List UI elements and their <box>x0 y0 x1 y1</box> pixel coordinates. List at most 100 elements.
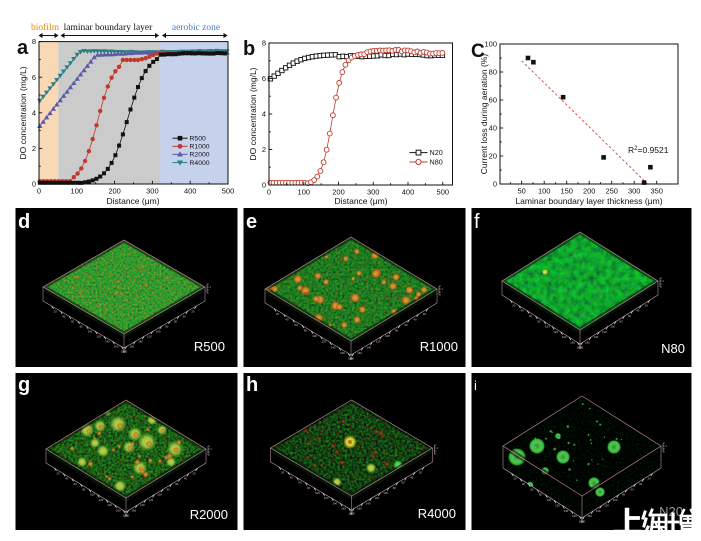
svg-text:80: 80 <box>304 329 308 333</box>
svg-text:180: 180 <box>350 512 355 516</box>
svg-text:400: 400 <box>184 187 197 196</box>
svg-text:R500: R500 <box>194 339 225 354</box>
svg-text:N80: N80 <box>430 157 443 166</box>
svg-text:C: C <box>471 41 485 62</box>
svg-text:N80: N80 <box>661 341 685 356</box>
svg-text:250: 250 <box>605 187 618 196</box>
svg-text:Current loss during aeration (: Current loss during aeration (%) <box>479 54 489 175</box>
svg-text:20: 20 <box>423 312 427 316</box>
svg-text:aerobic zone: aerobic zone <box>172 23 220 33</box>
svg-text:160: 160 <box>114 345 119 349</box>
svg-text:140: 140 <box>105 340 110 344</box>
svg-text:40: 40 <box>489 124 497 133</box>
svg-text:40: 40 <box>639 482 643 486</box>
svg-text:40: 40 <box>414 317 418 321</box>
svg-text:40: 40 <box>522 482 526 486</box>
svg-text:z: z <box>211 447 213 451</box>
svg-text:4: 4 <box>262 110 266 119</box>
svg-text:100: 100 <box>156 330 161 334</box>
svg-text:500: 500 <box>222 187 235 196</box>
svg-text:40: 40 <box>62 314 66 318</box>
svg-text:80: 80 <box>393 486 397 490</box>
svg-text:80: 80 <box>167 487 171 491</box>
svg-text:120: 120 <box>324 496 329 500</box>
svg-text:6: 6 <box>32 73 36 82</box>
svg-text:20: 20 <box>419 470 423 474</box>
svg-text:160: 160 <box>130 345 135 349</box>
svg-text:140: 140 <box>107 503 112 507</box>
svg-text:60: 60 <box>298 481 302 485</box>
svg-text:140: 140 <box>331 345 336 349</box>
svg-text:Laminar boundary layer thickne: Laminar boundary layer thickness (μm) <box>515 196 662 206</box>
svg-text:180: 180 <box>348 512 353 516</box>
svg-text:180: 180 <box>123 514 128 518</box>
svg-text:100: 100 <box>312 334 317 338</box>
svg-text:80: 80 <box>620 319 624 323</box>
svg-text:Distance (μm): Distance (μm) <box>106 196 159 206</box>
svg-text:Distance (μm): Distance (μm) <box>334 196 387 206</box>
svg-text:6: 6 <box>262 74 266 83</box>
svg-text:160: 160 <box>357 351 362 355</box>
svg-text:300: 300 <box>628 187 641 196</box>
svg-text:8: 8 <box>32 37 36 46</box>
svg-text:140: 140 <box>562 335 567 339</box>
svg-text:20: 20 <box>56 472 60 476</box>
svg-text:120: 120 <box>147 335 152 339</box>
svg-text:40: 40 <box>521 309 525 313</box>
svg-text:100: 100 <box>385 334 390 338</box>
svg-text:80: 80 <box>537 319 541 323</box>
svg-text:40: 40 <box>285 317 289 321</box>
svg-text:100: 100 <box>547 498 552 502</box>
svg-text:0: 0 <box>32 180 36 189</box>
svg-text:60: 60 <box>404 323 408 327</box>
svg-text:80: 80 <box>307 486 311 490</box>
svg-text:0: 0 <box>37 187 41 196</box>
svg-text:100: 100 <box>484 40 497 49</box>
svg-text:180: 180 <box>577 346 582 350</box>
svg-text:160: 160 <box>341 507 346 511</box>
svg-text:300: 300 <box>367 188 380 197</box>
svg-text:R2000: R2000 <box>190 507 228 522</box>
svg-text:120: 120 <box>553 330 558 334</box>
svg-text:60: 60 <box>530 487 534 491</box>
svg-text:300: 300 <box>146 187 159 196</box>
svg-text:80: 80 <box>80 324 84 328</box>
svg-text:20: 20 <box>54 309 58 313</box>
svg-text:350: 350 <box>650 187 663 196</box>
svg-text:80: 80 <box>622 493 626 497</box>
svg-text:100: 100 <box>613 498 618 502</box>
svg-text:40: 40 <box>183 314 187 318</box>
svg-text:z: z <box>663 279 665 283</box>
svg-text:180: 180 <box>579 520 584 524</box>
svg-text:180: 180 <box>122 350 127 354</box>
svg-text:laminar boundary layer: laminar boundary layer <box>64 23 153 33</box>
svg-text:60: 60 <box>529 314 533 318</box>
svg-text:40: 40 <box>636 309 640 313</box>
svg-text:100: 100 <box>610 325 615 329</box>
svg-text:100: 100 <box>298 188 311 197</box>
svg-text:120: 120 <box>322 340 327 344</box>
svg-text:60: 60 <box>401 481 405 485</box>
svg-text:f: f <box>474 211 480 233</box>
svg-text:b: b <box>243 38 255 60</box>
svg-text:100: 100 <box>383 491 388 495</box>
svg-text:100: 100 <box>315 491 320 495</box>
svg-text:80: 80 <box>489 68 497 77</box>
svg-text:80: 80 <box>165 324 169 328</box>
svg-text:200: 200 <box>332 188 345 197</box>
svg-text:a: a <box>17 37 29 59</box>
svg-text:160: 160 <box>572 514 577 518</box>
svg-text:N20: N20 <box>430 148 443 157</box>
svg-text:R2000: R2000 <box>190 152 210 159</box>
svg-text:80: 80 <box>395 329 399 333</box>
svg-text:z: z <box>666 444 668 448</box>
svg-text:160: 160 <box>587 514 592 518</box>
svg-text:200: 200 <box>583 187 596 196</box>
svg-text:120: 120 <box>149 498 154 502</box>
svg-text:biofilm: biofilm <box>31 22 60 33</box>
svg-text:N20: N20 <box>659 504 683 519</box>
svg-text:40: 40 <box>65 477 69 481</box>
svg-text:120: 120 <box>376 340 381 344</box>
svg-text:40: 40 <box>410 476 414 480</box>
svg-text:40: 40 <box>184 477 188 481</box>
